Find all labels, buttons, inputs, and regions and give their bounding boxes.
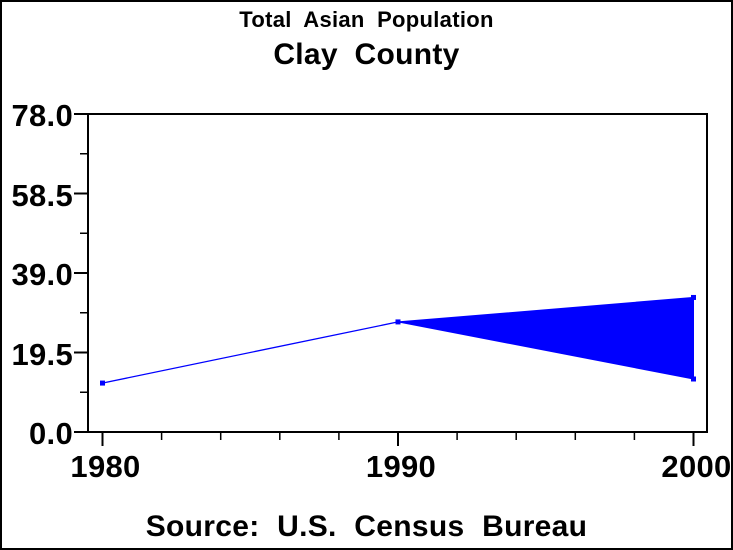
data-point-marker [691,376,696,382]
plot-frame [87,113,708,433]
chart-subtitle: Clay County [273,38,460,71]
data-point-marker [100,380,105,386]
data-point-marker [691,294,696,300]
chart-title: Total Asian Population [239,7,494,32]
projection-band [397,296,694,380]
source-note: Source: U.S. Census Bureau [145,510,588,543]
population-line [102,321,399,384]
data-point-marker [395,319,401,325]
